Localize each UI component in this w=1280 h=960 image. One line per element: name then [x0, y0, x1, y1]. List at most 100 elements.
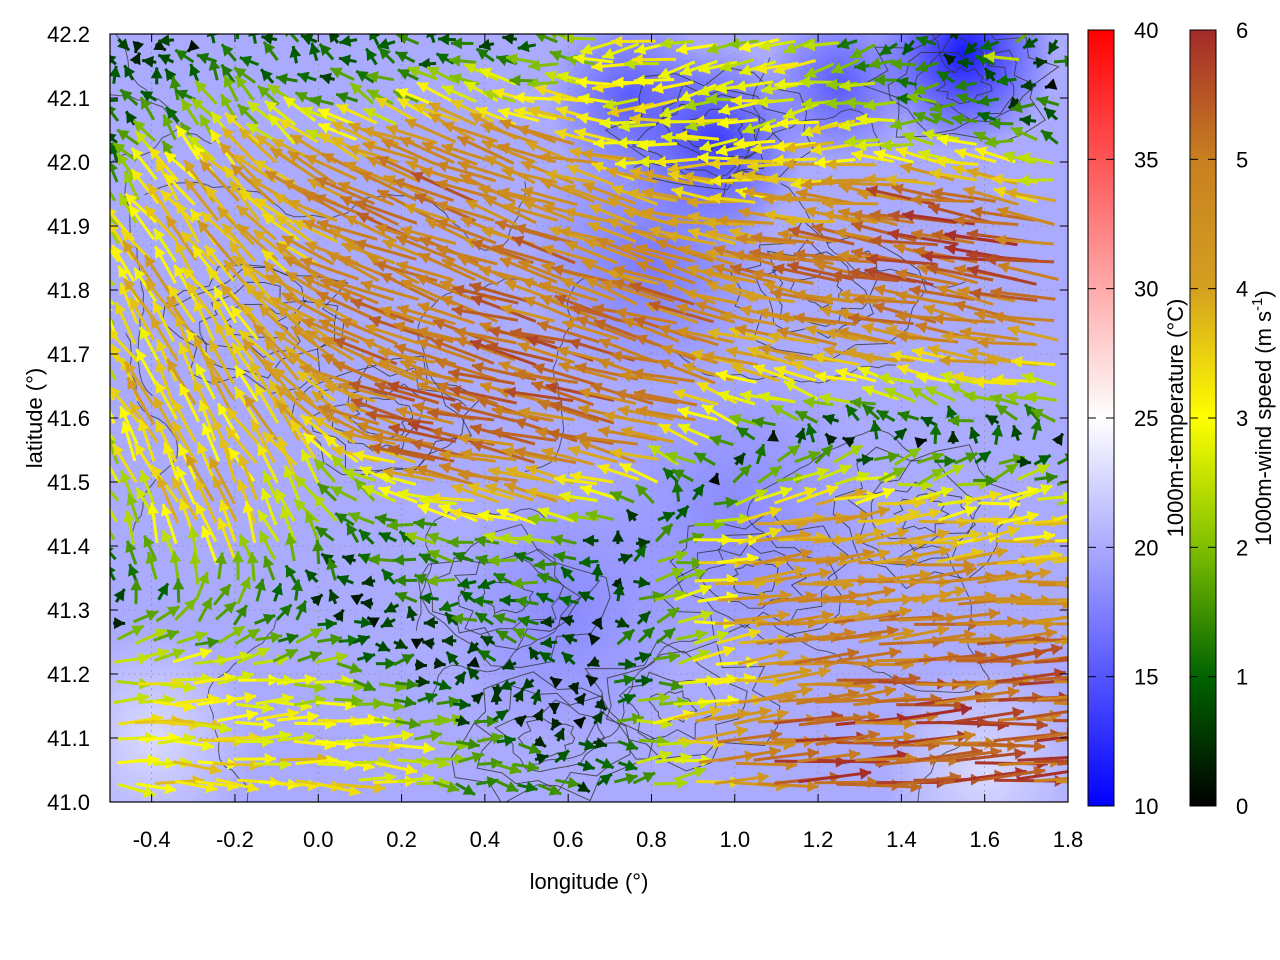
wind-arrow [675, 43, 718, 55]
wind-arrow-head [261, 69, 273, 82]
wind-arrow-head [550, 34, 558, 40]
wind-arrow-head [730, 263, 743, 275]
wind-arrow [369, 34, 380, 46]
wind-arrow-head [366, 48, 378, 62]
wind-arrow [954, 147, 997, 164]
wind-arrow [889, 118, 920, 131]
wind-arrow-head [856, 113, 868, 125]
wind-arrow-head [1002, 151, 1016, 163]
wind-arrow-head [110, 208, 117, 218]
wind-arrow [204, 185, 237, 226]
wind-arrow-head [621, 243, 634, 255]
wind-arrow-head [414, 193, 427, 205]
wind-arrow-head [126, 111, 138, 124]
wind-arrow-head [327, 252, 340, 263]
wind-arrow [180, 98, 200, 126]
wind-arrow-head [425, 218, 439, 230]
wind-arrow-head [145, 206, 157, 219]
wind-arrow-head [838, 182, 851, 194]
wind-arrow-head [155, 246, 166, 259]
wind-arrow-head [118, 265, 130, 279]
wind-arrow-head [485, 156, 498, 167]
wind-arrow-head [469, 281, 482, 294]
wind-arrow-head [814, 156, 826, 169]
wind-arrow-head [783, 107, 796, 119]
wind-arrow-head [142, 55, 154, 68]
wind-arrow [141, 55, 157, 68]
wind-arrow-shaft [887, 231, 959, 246]
wind-arrow-head [896, 92, 908, 105]
wind-arrow-head [339, 54, 351, 67]
wind-arrow-head [564, 207, 577, 219]
wind-arrow [224, 112, 260, 145]
wind-arrow [1020, 79, 1036, 92]
wind-arrow [1018, 152, 1054, 165]
wind-arrow [912, 111, 938, 125]
wind-arrow-head [225, 113, 238, 126]
wind-arrow-head [281, 236, 295, 247]
wind-arrow [709, 192, 756, 205]
wind-arrow [118, 192, 138, 224]
wind-arrow-head [97, 476, 109, 488]
wind-arrow-head [712, 263, 725, 275]
contour-line [432, 579, 601, 703]
wind-arrow [174, 48, 195, 64]
wind-arrow-head [377, 156, 390, 167]
wind-arrow [110, 160, 119, 183]
wind-arrow-head [475, 106, 489, 118]
wind-arrow-head [906, 92, 919, 105]
wind-arrow-head [441, 85, 455, 97]
wind-arrow [994, 234, 1054, 247]
wind-arrow [123, 64, 136, 81]
wind-arrow [662, 260, 719, 287]
wind-arrow-head [1048, 41, 1060, 54]
wind-arrow [955, 92, 980, 105]
wind-arrow-head [224, 260, 236, 273]
wind-arrow [509, 74, 536, 87]
wind-arrow-head [973, 131, 987, 143]
wind-arrow-head [535, 34, 546, 43]
wind-arrow [465, 199, 518, 227]
wind-arrow-head [211, 112, 223, 125]
wind-arrow [733, 137, 776, 150]
wind-arrow [164, 106, 180, 123]
wind-arrow-head [652, 82, 664, 94]
wind-arrow [398, 136, 455, 165]
wind-arrow-head [191, 98, 204, 111]
wind-arrow [143, 205, 179, 243]
wind-arrow-head [758, 39, 771, 52]
wind-arrow-head [479, 67, 492, 79]
wind-arrow-head [200, 160, 213, 173]
wind-arrow-head [582, 259, 595, 271]
wind-arrow-head [413, 103, 426, 115]
wind-arrow-head [110, 94, 111, 107]
wind-arrow [606, 268, 659, 286]
wind-arrow-head [659, 115, 671, 128]
wind-arrow-head [165, 68, 177, 82]
wind-arrow [395, 88, 435, 107]
wind-arrow [140, 90, 158, 102]
wind-arrow-head [675, 130, 688, 143]
wind-arrow [671, 186, 716, 202]
wind-arrow [300, 34, 318, 46]
wind-arrow-head [863, 99, 876, 111]
wind-arrow-shaft [110, 160, 119, 183]
wind-arrow-head [483, 196, 496, 208]
wind-arrow-head [375, 98, 389, 109]
wind-arrow-head [749, 247, 761, 260]
wind-arrow [329, 34, 340, 44]
wind-arrow-head [188, 135, 201, 148]
wind-arrow-head [606, 268, 619, 280]
wind-arrow [836, 37, 858, 50]
wind-arrow [395, 260, 454, 282]
wind-arrow [540, 178, 595, 203]
wind-arrow [869, 234, 939, 247]
wind-arrow-head [221, 64, 233, 78]
wind-arrow [413, 103, 459, 123]
wind-arrow-head [285, 272, 299, 283]
wind-arrow-head [1030, 34, 1035, 37]
wind-arrow-head [975, 55, 989, 66]
wind-arrow-head [682, 171, 695, 184]
wind-arrow-head [902, 42, 915, 55]
wind-arrow-head [636, 243, 649, 256]
